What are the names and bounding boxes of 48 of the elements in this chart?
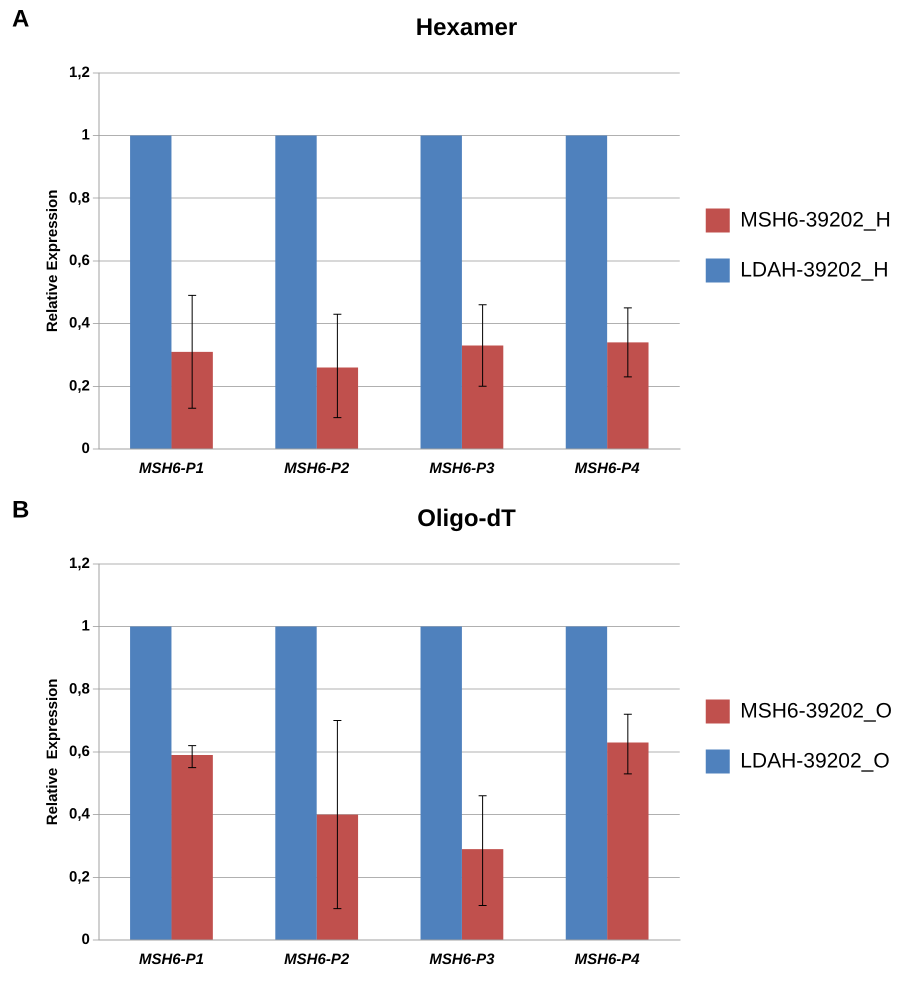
legend-label: LDAH-39202_O	[740, 749, 890, 772]
y-tick-label: 1	[82, 618, 90, 635]
y-axis-title: Relative Expression	[44, 190, 62, 332]
x-tick-label: MSH6-P2	[284, 951, 350, 968]
bar	[275, 626, 317, 940]
bar	[607, 742, 649, 940]
bar	[462, 849, 504, 940]
y-tick-label: 0,4	[68, 314, 90, 332]
bar	[607, 342, 649, 448]
bar	[130, 626, 172, 940]
y-tick-label: 0,8	[68, 189, 90, 206]
x-tick-label: MSH6-P3	[429, 460, 496, 478]
x-tick-label: MSH6-P4	[574, 460, 640, 478]
legend-label: MSH6-39202_H	[740, 208, 891, 232]
bar	[420, 626, 462, 940]
chart-title: Oligo-dT	[417, 505, 516, 532]
y-tick-label: 0,2	[68, 377, 90, 394]
bar	[171, 352, 213, 448]
y-tick-label: 1,2	[68, 64, 90, 81]
x-tick-label: MSH6-P2	[284, 460, 350, 478]
y-tick-label: 0	[82, 440, 90, 458]
legend-label: MSH6-39202_O	[740, 699, 892, 722]
y-axis-title: Relative Expression	[44, 678, 62, 826]
y-tick-label: 0,4	[68, 806, 90, 823]
text: A	[12, 6, 30, 33]
bar	[566, 136, 608, 448]
bar	[420, 136, 462, 448]
y-tick-label: 1	[82, 126, 90, 144]
y-tick-label: 0	[82, 931, 90, 948]
y-tick-label: 0,2	[68, 868, 90, 886]
bar	[171, 755, 213, 940]
bar	[130, 136, 172, 448]
y-tick-label: 0,6	[68, 252, 90, 270]
text: B	[12, 496, 30, 524]
x-tick-label: MSH6-P3	[429, 951, 496, 968]
legend-label: LDAH-39202_H	[740, 258, 889, 282]
x-tick-label: MSH6-P1	[138, 460, 204, 478]
x-tick-label: MSH6-P4	[574, 951, 640, 968]
chart-title: Hexamer	[416, 14, 518, 42]
bar	[275, 136, 317, 448]
x-tick-label: MSH6-P1	[138, 951, 204, 968]
bar	[566, 626, 608, 940]
bar	[316, 814, 358, 940]
y-tick-label: 1,2	[68, 554, 90, 572]
y-tick-label: 0,6	[68, 743, 90, 760]
bar	[316, 367, 358, 448]
y-tick-label: 0,8	[68, 680, 90, 698]
bar	[462, 346, 504, 448]
